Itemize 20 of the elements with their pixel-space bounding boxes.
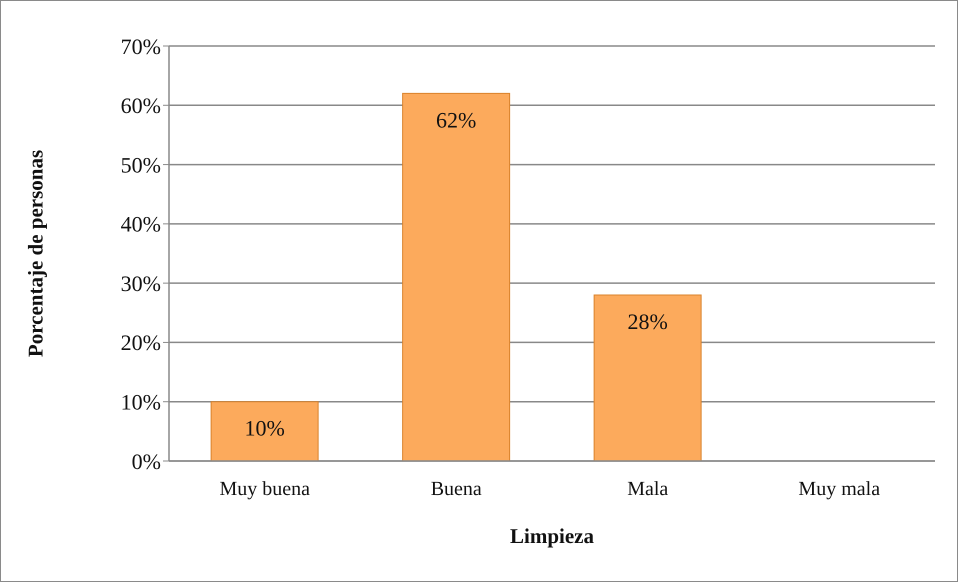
data-label: 28% xyxy=(627,309,668,334)
data-label: 10% xyxy=(244,416,285,441)
data-label: 62% xyxy=(436,107,476,132)
x-tick-label: Muy mala xyxy=(798,478,880,500)
x-tick-label: Buena xyxy=(430,478,482,500)
y-tick-label: 70% xyxy=(120,34,161,59)
x-axis-title: Limpieza xyxy=(510,524,594,548)
y-tick-label: 10% xyxy=(120,390,161,415)
y-axis-title: Porcentaje de personas xyxy=(23,150,48,358)
y-tick-label: 30% xyxy=(120,270,161,296)
bar xyxy=(210,401,319,461)
x-tick-label: Mala xyxy=(627,478,668,500)
y-tick-label: 60% xyxy=(120,93,161,118)
bar xyxy=(594,294,702,461)
bar xyxy=(402,92,510,461)
y-tick-label: 50% xyxy=(120,152,161,178)
y-tick-label: 20% xyxy=(120,330,161,356)
x-tick-label: Muy buena xyxy=(219,478,310,500)
y-tick-label: 40% xyxy=(120,212,161,237)
y-tick-label: 0% xyxy=(132,448,161,474)
